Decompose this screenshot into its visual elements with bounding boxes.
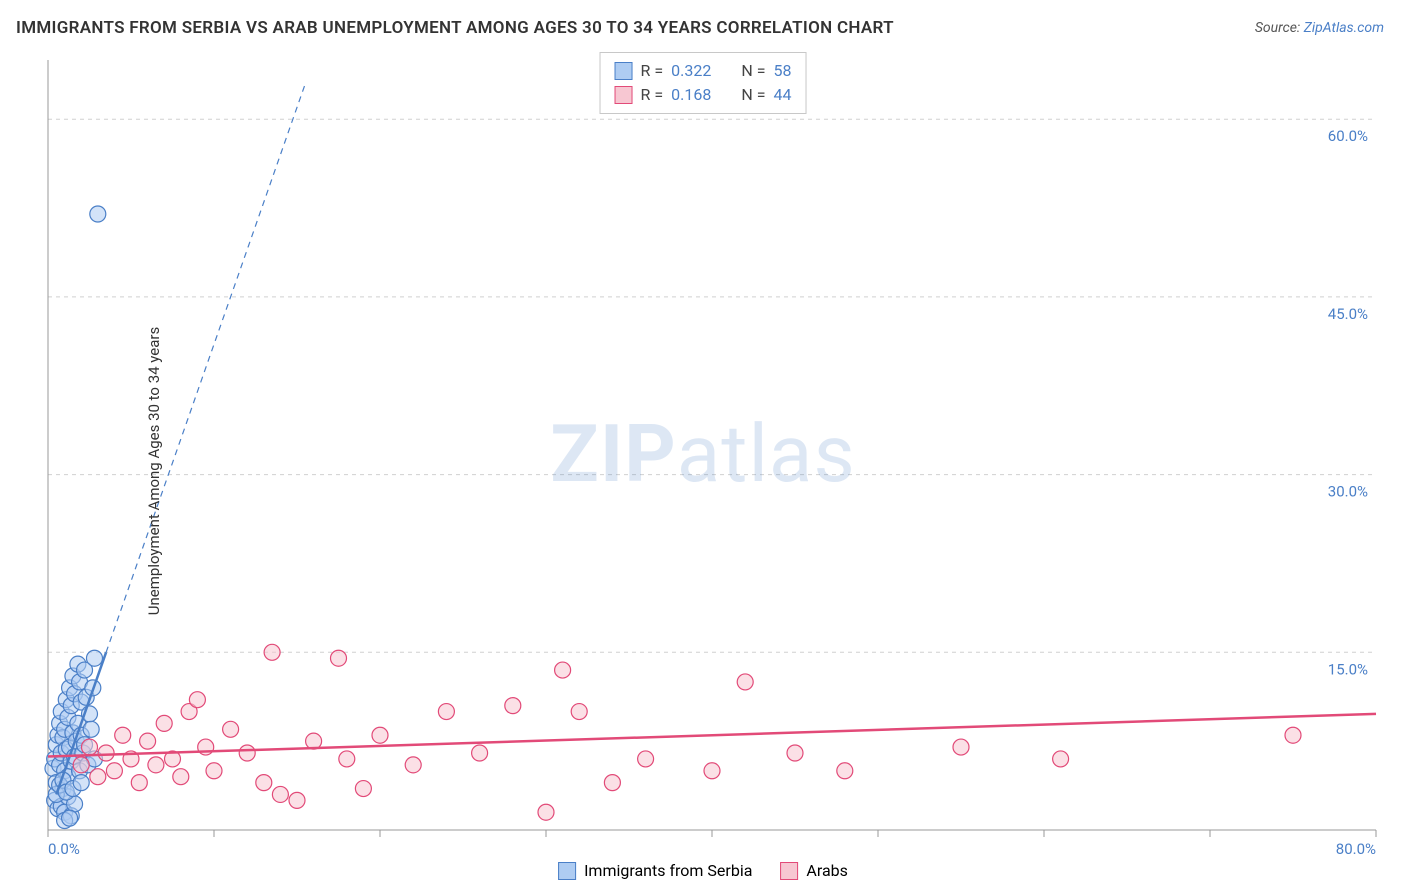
- data-point: [571, 704, 587, 720]
- n-label: N =: [741, 83, 765, 107]
- y-axis-label: Unemployment Among Ages 30 to 34 years: [145, 327, 163, 615]
- legend-item: Arabs: [780, 861, 848, 880]
- data-point: [82, 739, 98, 755]
- data-point: [106, 763, 122, 779]
- x-tick-label: 0.0%: [48, 840, 80, 858]
- n-label: N =: [741, 59, 765, 83]
- data-point: [355, 781, 371, 797]
- series-swatch: [615, 62, 633, 80]
- data-point: [704, 763, 720, 779]
- source-link[interactable]: ZipAtlas.com: [1304, 20, 1384, 36]
- data-point: [837, 763, 853, 779]
- data-point: [339, 751, 355, 767]
- data-point: [140, 733, 156, 749]
- r-value: 0.322: [671, 59, 711, 83]
- data-point: [73, 757, 89, 773]
- data-point: [737, 674, 753, 690]
- series-swatch: [615, 86, 633, 104]
- scatter-chart: 15.0% 30.0% 45.0% 60.0% 0.0% 80.0%: [0, 50, 1406, 892]
- n-value: 44: [773, 83, 791, 107]
- series-legend: Immigrants from Serbia Arabs: [558, 861, 848, 880]
- data-point: [73, 775, 89, 791]
- source-attribution: Source: ZipAtlas.com: [1255, 20, 1384, 36]
- legend-item: Immigrants from Serbia: [558, 861, 752, 880]
- data-point: [86, 650, 102, 666]
- y-tick-label: 30.0%: [1328, 483, 1368, 501]
- data-point: [264, 644, 280, 660]
- data-point: [372, 727, 388, 743]
- source-label: Source:: [1255, 20, 1304, 36]
- data-point: [83, 721, 99, 737]
- data-point: [189, 692, 205, 708]
- r-label: R =: [641, 83, 664, 107]
- data-point: [472, 745, 488, 761]
- data-point: [173, 769, 189, 785]
- data-point: [131, 775, 147, 791]
- stats-row: R = 0.322 N = 58: [615, 59, 792, 83]
- data-point: [239, 745, 255, 761]
- data-point: [638, 751, 654, 767]
- data-point: [555, 662, 571, 678]
- data-point: [156, 715, 172, 731]
- trend-line: [48, 714, 1376, 757]
- y-tick-label: 60.0%: [1328, 127, 1368, 145]
- data-point: [405, 757, 421, 773]
- data-point: [98, 745, 114, 761]
- data-point: [206, 763, 222, 779]
- data-point: [223, 721, 239, 737]
- legend-label: Immigrants from Serbia: [584, 861, 752, 880]
- chart-title: IMMIGRANTS FROM SERBIA VS ARAB UNEMPLOYM…: [16, 18, 894, 38]
- data-point: [272, 786, 288, 802]
- data-point: [505, 698, 521, 714]
- data-point: [148, 757, 164, 773]
- data-point: [331, 650, 347, 666]
- data-point: [953, 739, 969, 755]
- y-tick-label: 15.0%: [1328, 660, 1368, 678]
- trend-line-extension: [106, 84, 305, 653]
- correlation-stats-box: R = 0.322 N = 58 R = 0.168 N = 44: [600, 52, 807, 114]
- legend-swatch: [558, 862, 576, 880]
- y-tick-label: 45.0%: [1328, 305, 1368, 323]
- data-point: [256, 775, 272, 791]
- x-tick-label: 80.0%: [1336, 840, 1376, 858]
- r-label: R =: [641, 59, 664, 83]
- n-value: 58: [773, 59, 791, 83]
- data-point: [62, 810, 78, 826]
- data-point: [115, 727, 131, 743]
- data-point: [1053, 751, 1069, 767]
- data-point: [1285, 727, 1301, 743]
- data-point: [289, 792, 305, 808]
- stats-row: R = 0.168 N = 44: [615, 83, 792, 107]
- data-point: [90, 769, 106, 785]
- data-point: [90, 206, 106, 222]
- data-point: [604, 775, 620, 791]
- legend-swatch: [780, 862, 798, 880]
- data-point: [538, 804, 554, 820]
- r-value: 0.168: [671, 83, 711, 107]
- data-point: [787, 745, 803, 761]
- chart-container: Unemployment Among Ages 30 to 34 years Z…: [0, 50, 1406, 892]
- legend-label: Arabs: [806, 861, 848, 880]
- data-point: [438, 704, 454, 720]
